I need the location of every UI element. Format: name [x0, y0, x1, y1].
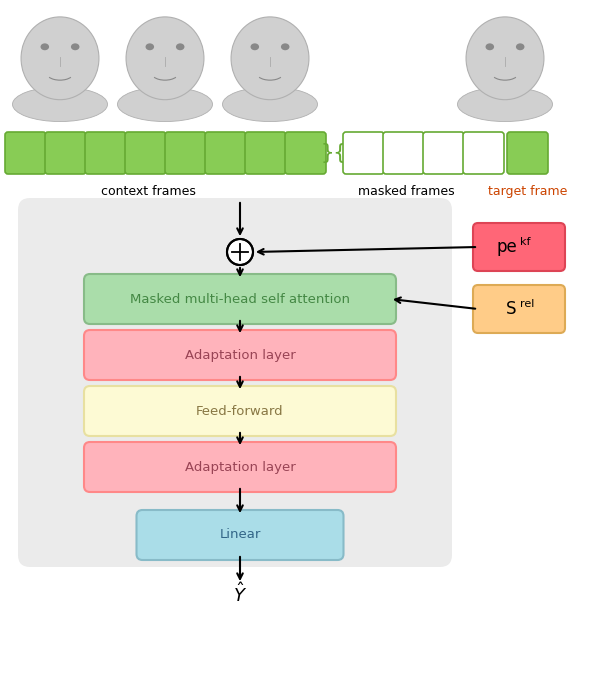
Text: context frames: context frames — [101, 185, 196, 198]
FancyBboxPatch shape — [84, 274, 396, 324]
Text: rel: rel — [520, 299, 534, 309]
Ellipse shape — [126, 17, 204, 100]
Ellipse shape — [71, 43, 79, 50]
FancyBboxPatch shape — [154, 99, 176, 115]
FancyBboxPatch shape — [463, 132, 504, 174]
Text: Feed-forward: Feed-forward — [196, 405, 284, 418]
FancyBboxPatch shape — [423, 132, 464, 174]
Ellipse shape — [486, 43, 494, 50]
FancyBboxPatch shape — [84, 330, 396, 380]
FancyBboxPatch shape — [383, 132, 424, 174]
Ellipse shape — [223, 87, 317, 121]
Ellipse shape — [13, 87, 108, 121]
Text: Adaptation layer: Adaptation layer — [185, 461, 296, 473]
Ellipse shape — [516, 43, 524, 50]
Circle shape — [227, 239, 253, 265]
FancyBboxPatch shape — [18, 198, 452, 567]
Text: Linear: Linear — [219, 529, 261, 541]
Text: Masked multi-head self attention: Masked multi-head self attention — [130, 292, 350, 305]
FancyBboxPatch shape — [165, 132, 206, 174]
FancyBboxPatch shape — [84, 386, 396, 436]
FancyBboxPatch shape — [45, 132, 86, 174]
FancyBboxPatch shape — [125, 132, 166, 174]
Text: masked frames: masked frames — [358, 185, 455, 198]
FancyBboxPatch shape — [49, 99, 72, 115]
Ellipse shape — [458, 87, 553, 121]
FancyBboxPatch shape — [473, 223, 565, 271]
Text: $\hat{Y}$: $\hat{Y}$ — [233, 582, 247, 606]
Ellipse shape — [466, 17, 544, 100]
FancyBboxPatch shape — [85, 132, 126, 174]
FancyBboxPatch shape — [245, 132, 286, 174]
Ellipse shape — [21, 17, 99, 100]
Text: pe: pe — [496, 238, 517, 256]
Ellipse shape — [281, 43, 290, 50]
Ellipse shape — [117, 87, 213, 121]
FancyBboxPatch shape — [507, 132, 548, 174]
Ellipse shape — [40, 43, 49, 50]
FancyBboxPatch shape — [84, 442, 396, 492]
Text: }{: }{ — [321, 143, 347, 163]
FancyBboxPatch shape — [285, 132, 326, 174]
Ellipse shape — [250, 43, 259, 50]
Ellipse shape — [146, 43, 154, 50]
Text: target frame: target frame — [488, 185, 567, 198]
FancyBboxPatch shape — [5, 132, 46, 174]
FancyBboxPatch shape — [473, 285, 565, 333]
FancyBboxPatch shape — [258, 99, 282, 115]
FancyBboxPatch shape — [205, 132, 246, 174]
Text: Adaptation layer: Adaptation layer — [185, 348, 296, 362]
FancyBboxPatch shape — [494, 99, 517, 115]
Text: S: S — [506, 300, 516, 318]
Ellipse shape — [176, 43, 184, 50]
FancyBboxPatch shape — [343, 132, 384, 174]
Ellipse shape — [231, 17, 309, 100]
FancyBboxPatch shape — [137, 510, 344, 560]
Text: kf: kf — [520, 237, 530, 247]
